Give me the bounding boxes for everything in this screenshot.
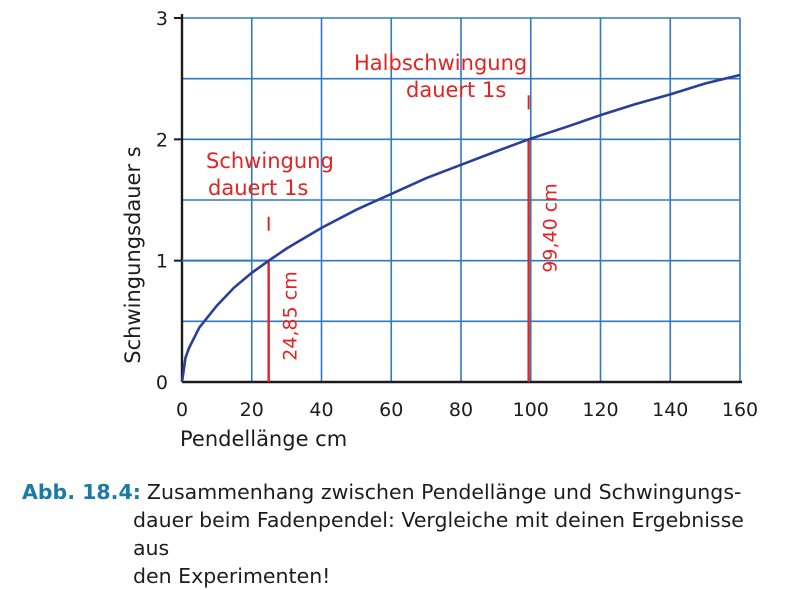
y-tick-label: 2 [156, 129, 168, 151]
annotation-text: dauert 1s [406, 78, 506, 102]
figure-caption: Abb. 18.4: Zusammenhang zwischen Pendellä… [22, 478, 782, 590]
annotation-text: dauert 1s [208, 176, 308, 200]
caption-line-3: den Experimenten! [133, 564, 331, 588]
annotation-text: Halbschwingung [354, 51, 527, 75]
x-tick-label: 100 [513, 399, 549, 421]
y-axis-label: Schwingungsdauer s [121, 146, 145, 363]
series-line [180, 73, 741, 383]
axes [174, 14, 742, 384]
x-tick-label: 20 [240, 399, 264, 421]
annotation-text: Schwingung [206, 149, 334, 173]
y-tick-label: 3 [156, 8, 168, 30]
x-tick-label: 120 [582, 399, 618, 421]
x-tick-label: 60 [379, 399, 403, 421]
x-axis-label: Pendellänge cm [180, 427, 347, 451]
x-tick-label: 80 [449, 399, 473, 421]
grid-lines [182, 17, 741, 382]
x-tick-label: 160 [722, 399, 758, 421]
marker-labels: 24,85 cm 99,40 cm [280, 183, 562, 360]
x-tick-label: 40 [309, 399, 333, 421]
x-tick-label: 0 [176, 399, 188, 421]
x-tick-labels: 0 20 40 60 80 100 120 140 160 [176, 399, 758, 421]
y-tick-labels: 0 1 2 3 [156, 8, 168, 394]
marker-lines [182, 95, 530, 382]
x-tick-label: 140 [652, 399, 688, 421]
y-tick-label: 0 [156, 372, 168, 394]
annotations: Schwingung dauert 1s Halbschwingung dauert … [206, 51, 527, 200]
caption-line-1: Zusammenhang zwischen Pendellänge und Sc… [146, 480, 742, 504]
y-tick-label: 1 [156, 251, 168, 273]
caption-label: Abb. 18.4: [22, 480, 141, 504]
caption-line-2: dauer beim Fadenpendel: Vergleiche mit d… [133, 508, 744, 560]
pendulum-chart: 0 20 40 60 80 100 120 140 160 0 1 2 3 24,85 cm 99,40… [121, 8, 758, 451]
marker-value-label: 24,85 cm [280, 271, 302, 360]
marker-value-label: 99,40 cm [540, 183, 562, 272]
